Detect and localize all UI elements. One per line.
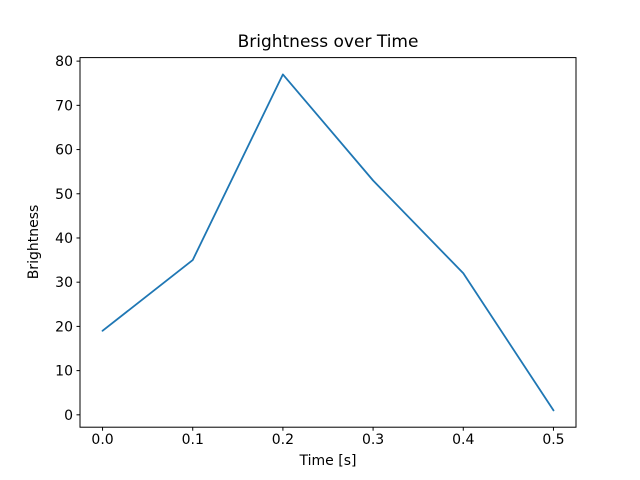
- x-tick-label: 0.5: [542, 432, 564, 448]
- y-axis-label: Brightness: [26, 205, 42, 280]
- y-tick-label: 60: [55, 143, 73, 159]
- y-tick-label: 0: [64, 408, 73, 424]
- y-tick-label: 20: [55, 319, 73, 335]
- y-tick-label: 80: [55, 54, 73, 70]
- axes-layer: 0.0 0.1 0.2 0.3 0.4 0.5 0 10 20 30 40 50 60 70 80: [55, 54, 577, 448]
- x-axis-label: Time [s]: [299, 453, 357, 469]
- x-tick-label: 0.1: [182, 432, 204, 448]
- axes-spines: [79, 57, 577, 428]
- y-tick-label: 70: [55, 98, 73, 114]
- data-line-brightness: [101, 73, 555, 412]
- y-tick-label: 40: [55, 231, 73, 247]
- x-tick-label: 0.2: [272, 432, 294, 448]
- y-tick-label: 30: [55, 275, 73, 291]
- x-tick-label: 0.3: [362, 432, 384, 448]
- chart-title: Brightness over Time: [238, 32, 419, 52]
- x-tick-label: 0.4: [452, 432, 474, 448]
- y-tick-label: 10: [55, 364, 73, 380]
- y-tick-label: 50: [55, 187, 73, 203]
- x-tick-label: 0.0: [91, 432, 113, 448]
